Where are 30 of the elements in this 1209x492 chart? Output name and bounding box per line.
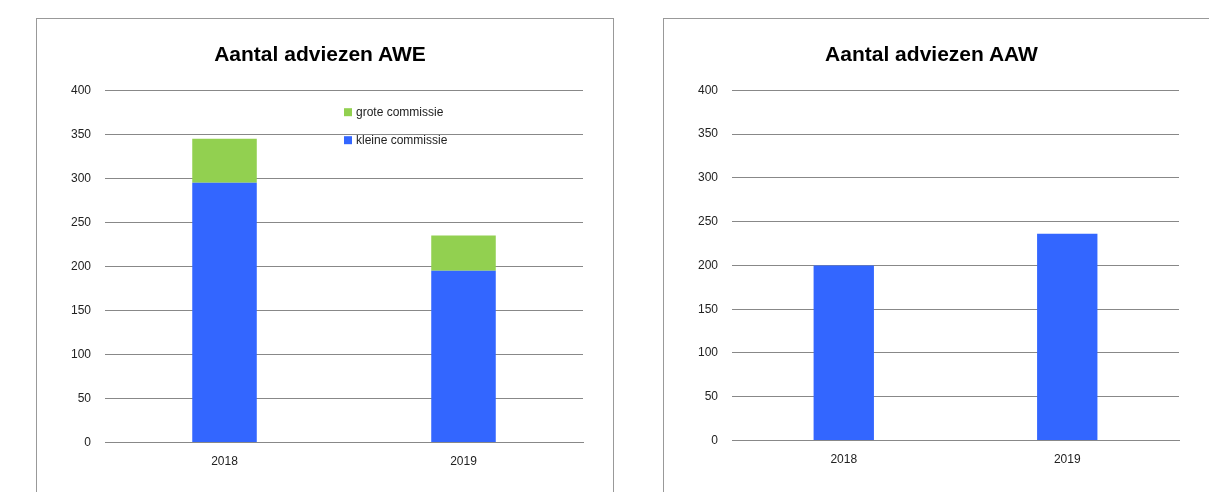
legend-label: grote commissie — [356, 104, 444, 119]
y-tick-label: 100 — [697, 345, 719, 360]
bar — [192, 182, 257, 443]
x-tick-label: 2018 — [830, 452, 858, 467]
y-tick-label: 50 — [77, 390, 92, 405]
y-tick-label: 100 — [70, 346, 92, 361]
y-tick-label: 400 — [697, 82, 719, 97]
y-tick-label: 250 — [697, 213, 719, 228]
y-tick-label: 0 — [84, 434, 92, 449]
y-tick-label: 250 — [70, 214, 92, 229]
x-tick-label: 2018 — [211, 454, 239, 469]
y-tick-label: 300 — [70, 170, 92, 185]
y-tick-label: 300 — [697, 170, 719, 185]
x-tick-label: 2019 — [450, 454, 478, 469]
x-tick-label: 2019 — [1053, 452, 1081, 467]
legend-label: kleine commissie — [356, 132, 448, 147]
y-tick-label: 400 — [70, 82, 92, 97]
y-tick-label: 0 — [711, 432, 719, 447]
y-tick-label: 350 — [70, 126, 92, 141]
y-tick-label: 50 — [704, 389, 719, 404]
y-tick-label: 150 — [70, 302, 92, 317]
y-tick-label: 200 — [70, 258, 92, 273]
y-tick-label: 350 — [697, 126, 719, 141]
bar — [431, 270, 496, 443]
chart-title: Aantal adviezen AAW — [825, 42, 1039, 66]
y-tick-label: 150 — [697, 301, 719, 316]
y-tick-label: 200 — [697, 257, 719, 272]
bar — [192, 138, 257, 183]
chart-title: Aantal adviezen AWE — [214, 42, 426, 66]
bar — [431, 235, 496, 271]
